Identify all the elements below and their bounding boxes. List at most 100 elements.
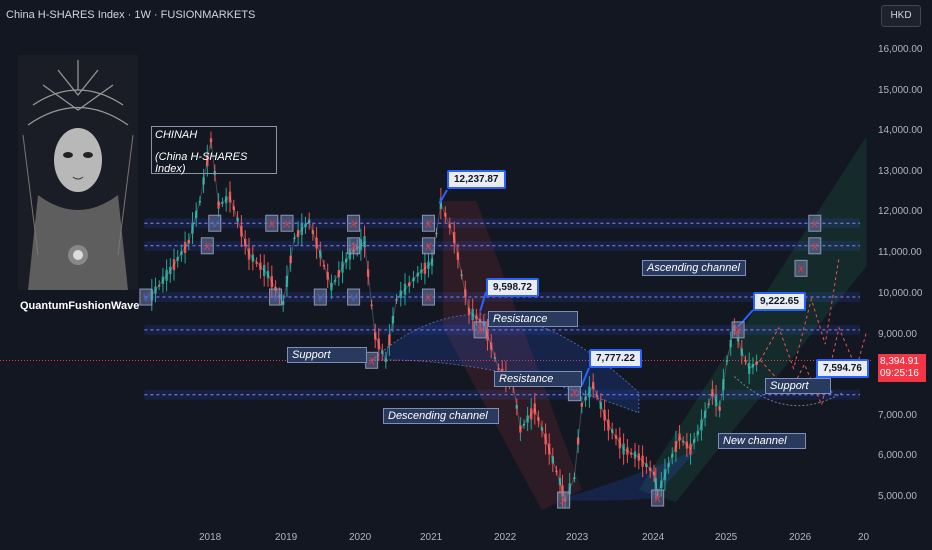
x-tick-label: 2024 <box>642 532 665 543</box>
currency-button[interactable]: HKD <box>881 5 921 27</box>
level-band-0 <box>144 218 860 229</box>
candle-body <box>263 264 266 276</box>
marker-glyph-16: X <box>559 496 567 507</box>
candle-body <box>240 225 243 237</box>
candle-body <box>359 239 363 251</box>
marker-glyph-10: X <box>367 356 375 367</box>
candle-body <box>180 251 183 256</box>
candle-body <box>729 339 732 348</box>
candle-body <box>236 217 239 222</box>
callout-pointer-0 <box>438 189 448 205</box>
symbol-label-box: CHINAH (China H-SHARES Index) <box>151 126 277 175</box>
candle-body <box>588 386 591 398</box>
candle-body <box>282 301 285 306</box>
candle-body <box>682 441 685 443</box>
candle-body <box>430 258 434 266</box>
candle-body <box>703 410 707 418</box>
candle-body <box>678 433 681 441</box>
marker-glyph-15: X <box>570 389 578 400</box>
y-tick-label: 6,000.00 <box>878 450 917 461</box>
candle-body <box>725 360 729 362</box>
x-tick-label: 2023 <box>566 532 589 543</box>
candle-body <box>300 223 303 235</box>
candle-body <box>251 254 254 262</box>
marker-glyph-7: X <box>349 219 357 230</box>
marker-glyph-2: X <box>203 242 211 253</box>
candle-body <box>633 451 637 459</box>
candle-body <box>427 261 430 269</box>
marker-glyph-14: X <box>476 326 484 337</box>
chart-title: China H-SHARES Index · 1W · FUSIONMARKET… <box>6 9 256 21</box>
marker-box-0 <box>139 288 153 306</box>
candle-body <box>611 429 614 433</box>
marker-box-11 <box>421 214 435 232</box>
price-callout-7777: 7,777.22 <box>589 349 642 368</box>
marker-glyph-18: X <box>734 326 742 337</box>
candle-body <box>490 342 493 350</box>
y-tick-label: 5,000.00 <box>878 491 917 502</box>
y-tick-label: 12,000.00 <box>878 206 923 217</box>
last-price-tag: 8,394.91 09:25:16 <box>878 354 926 382</box>
marker-glyph-0: V <box>143 293 151 304</box>
candle-body <box>439 198 443 209</box>
arc-right <box>734 376 843 407</box>
marker-glyph-13: X <box>424 293 432 304</box>
marker-box-1 <box>208 214 222 232</box>
resistance-label-mid: Resistance <box>488 311 578 327</box>
candle-body <box>467 307 471 316</box>
candle-body <box>330 283 333 291</box>
x-tick-label: 2018 <box>199 532 222 543</box>
marker-box-16 <box>557 491 571 509</box>
descending-channel-fill <box>443 201 582 511</box>
support-label-left: Support <box>287 347 367 363</box>
candle-body <box>337 269 340 278</box>
new-channel-label: New channel <box>718 433 806 449</box>
candle-body <box>319 250 322 258</box>
candle-body <box>183 241 187 253</box>
candle-body <box>497 368 500 370</box>
marker-box-8 <box>347 237 361 255</box>
candle-body <box>195 210 198 219</box>
marker-glyph-20: X <box>810 242 818 253</box>
marker-glyph-17: X <box>653 494 661 505</box>
x-tick-label: 2019 <box>275 532 298 543</box>
marker-glyph-12: X <box>424 242 432 253</box>
candle-body <box>475 315 478 320</box>
marker-box-19 <box>808 214 822 232</box>
candle-body <box>308 219 311 224</box>
marker-box-3 <box>265 214 279 232</box>
candle-body <box>548 443 551 455</box>
candle-body <box>213 171 216 175</box>
candle-body <box>270 276 273 288</box>
candle-body <box>259 262 262 270</box>
candle-body <box>198 201 202 203</box>
marker-box-4 <box>280 214 294 232</box>
marker-box-17 <box>651 489 665 507</box>
candle-body <box>493 357 497 359</box>
candle-body <box>416 272 419 277</box>
candle-body <box>370 304 373 307</box>
x-tick-label: 2021 <box>420 532 443 543</box>
candle-body <box>187 239 190 244</box>
candle-body <box>315 237 318 249</box>
candle-body <box>533 403 536 415</box>
candle-body <box>603 409 606 421</box>
candle-body <box>515 405 518 409</box>
price-callout-9598: 9,598.72 <box>486 278 539 297</box>
candle-body <box>649 467 652 472</box>
level-band-3 <box>144 324 860 335</box>
symbol-label-line1: CHINAH <box>155 129 198 141</box>
candle-body <box>209 138 213 143</box>
candle-body <box>420 269 423 274</box>
avatar-artwork <box>18 55 138 290</box>
marker-box-9 <box>347 288 361 306</box>
candle-body <box>519 425 522 433</box>
candle-body <box>544 433 547 445</box>
candle-body <box>244 238 247 247</box>
candle-body <box>456 252 460 260</box>
candle-body <box>448 224 451 229</box>
y-tick-label: 10,000.00 <box>878 288 923 299</box>
candle-body <box>464 289 467 297</box>
